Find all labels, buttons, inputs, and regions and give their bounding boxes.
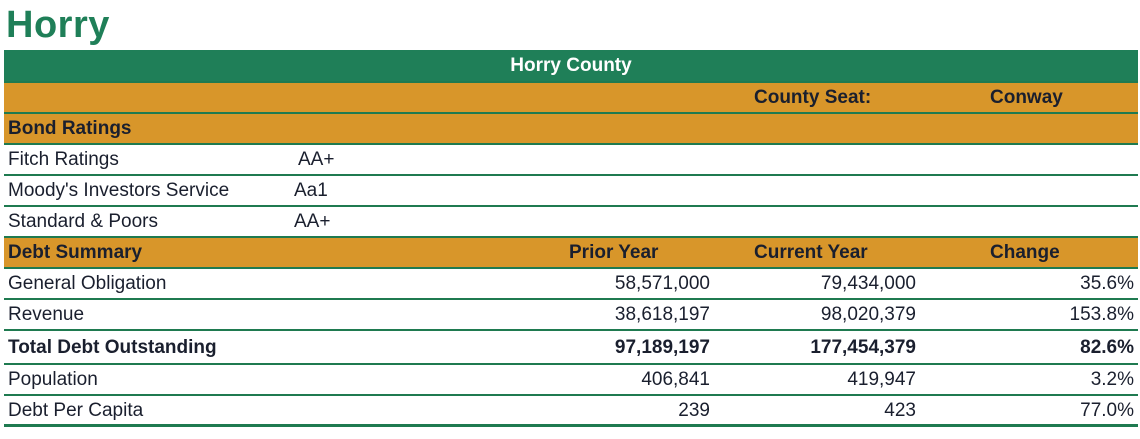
debt-row: General Obligation 58,571,000 79,434,000… bbox=[4, 269, 1138, 300]
rating-row: Moody's Investors Service Aa1 bbox=[4, 176, 1138, 207]
change-value: 3.2% bbox=[1090, 369, 1134, 390]
debt-row-total: Total Debt Outstanding 97,189,197 177,45… bbox=[4, 331, 1138, 365]
change-value: 82.6% bbox=[1080, 337, 1134, 358]
row-label: Population bbox=[8, 369, 98, 390]
current-year-value: 423 bbox=[884, 400, 916, 421]
rating-agency: Fitch Ratings bbox=[8, 149, 119, 170]
prior-year-value: 97,189,197 bbox=[614, 337, 710, 358]
column-header-change: Change bbox=[990, 242, 1060, 263]
current-year-value: 98,020,379 bbox=[820, 304, 916, 325]
current-year-value: 79,434,000 bbox=[820, 273, 916, 294]
county-debt-table: Horry County County Seat: Conway Bond Ra… bbox=[4, 50, 1138, 427]
column-header-prior-year: Prior Year bbox=[569, 242, 659, 263]
debt-summary-header: Debt Summary Prior Year Current Year Cha… bbox=[4, 238, 1138, 269]
change-value: 153.8% bbox=[1069, 304, 1134, 325]
rating-value: AA+ bbox=[298, 149, 335, 170]
row-label: Revenue bbox=[8, 304, 85, 325]
debt-row: Population 406,841 419,947 3.2% bbox=[4, 365, 1138, 396]
debt-row: Debt Per Capita 239 423 77.0% bbox=[4, 396, 1138, 427]
rating-row: Standard & Poors AA+ bbox=[4, 207, 1138, 238]
county-seat-label: County Seat: bbox=[754, 87, 872, 108]
rating-value: AA+ bbox=[294, 211, 331, 232]
rating-row: Fitch Ratings AA+ bbox=[4, 145, 1138, 176]
current-year-value: 419,947 bbox=[847, 369, 916, 390]
prior-year-value: 406,841 bbox=[641, 369, 710, 390]
section-label: Bond Ratings bbox=[8, 118, 132, 139]
bond-ratings-header: Bond Ratings bbox=[4, 114, 1138, 145]
prior-year-value: 38,618,197 bbox=[614, 304, 710, 325]
rating-agency: Standard & Poors bbox=[8, 211, 158, 232]
county-seat-row: County Seat: Conway bbox=[4, 83, 1138, 114]
current-year-value: 177,454,379 bbox=[810, 337, 916, 358]
change-value: 35.6% bbox=[1080, 273, 1134, 294]
county-name: Horry County bbox=[510, 55, 632, 76]
change-value: 77.0% bbox=[1080, 400, 1134, 421]
debt-row: Revenue 38,618,197 98,020,379 153.8% bbox=[4, 300, 1138, 331]
page-title: Horry bbox=[6, 4, 110, 46]
row-label: Debt Per Capita bbox=[8, 400, 144, 421]
row-label: General Obligation bbox=[8, 273, 167, 294]
prior-year-value: 239 bbox=[678, 400, 710, 421]
prior-year-value: 58,571,000 bbox=[614, 273, 710, 294]
row-label: Total Debt Outstanding bbox=[8, 337, 217, 358]
section-label: Debt Summary bbox=[8, 242, 143, 263]
county-name-row: Horry County bbox=[4, 50, 1138, 83]
rating-agency: Moody's Investors Service bbox=[8, 180, 230, 201]
column-header-current-year: Current Year bbox=[754, 242, 868, 263]
county-seat-value: Conway bbox=[990, 87, 1063, 108]
rating-value: Aa1 bbox=[294, 180, 328, 201]
